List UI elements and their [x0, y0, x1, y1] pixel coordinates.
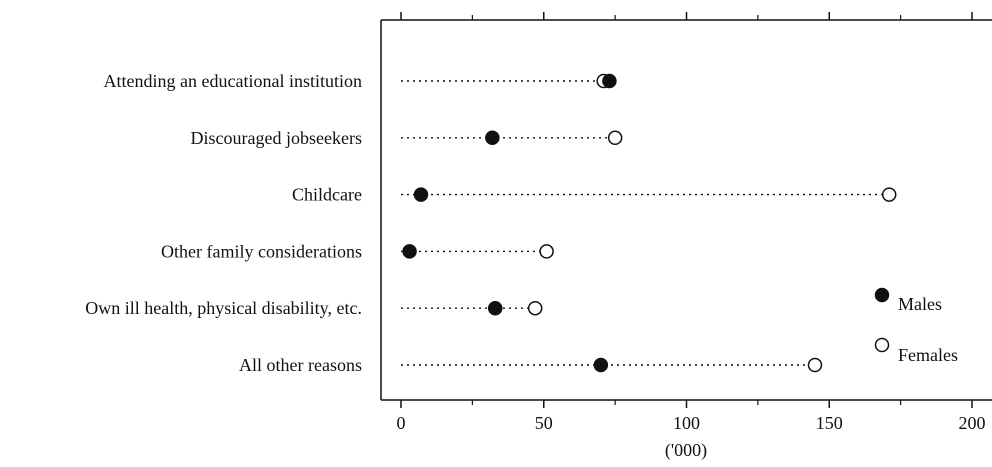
dotted-guides: [401, 80, 890, 366]
x-tick-label-0: 0: [397, 413, 406, 433]
point-males-2: [485, 130, 500, 146]
point-males-1: [602, 73, 617, 89]
category-label-2: Discouraged jobseekers: [191, 128, 362, 148]
x-axis-ticks: 0 50 100 150 200: [397, 12, 986, 433]
x-tick-label-200: 200: [959, 413, 986, 433]
point-females-3: [881, 187, 897, 202]
legend-females-marker: [874, 337, 890, 353]
legend-females-label: Females: [898, 345, 958, 365]
point-males-4: [402, 244, 417, 259]
plot-frame: [380, 19, 992, 401]
category-label-1: Attending an educational institution: [104, 71, 362, 91]
category-label-5: Own ill health, physical disability, etc…: [85, 298, 362, 318]
x-axis-unit-label: ('000): [665, 440, 707, 461]
category-label-4: Other family considerations: [161, 241, 362, 261]
point-males-3: [413, 187, 429, 202]
category-labels: Attending an educational institution Disc…: [85, 71, 362, 375]
point-females-2: [607, 130, 623, 146]
category-label-6: All other reasons: [239, 355, 362, 375]
point-males-6: [593, 357, 609, 373]
data-points: [402, 73, 897, 373]
x-tick-label-50: 50: [535, 413, 553, 433]
point-females-5: [527, 300, 543, 316]
x-tick-label-150: 150: [816, 413, 843, 433]
x-tick-label-100: 100: [673, 413, 700, 433]
point-females-6: [807, 357, 823, 373]
category-label-3: Childcare: [292, 185, 362, 205]
legend-males-label: Males: [898, 294, 942, 314]
point-males-5: [487, 300, 503, 316]
legend: Males Females: [874, 287, 958, 365]
point-females-4: [539, 244, 554, 259]
legend-males-marker: [874, 287, 890, 303]
